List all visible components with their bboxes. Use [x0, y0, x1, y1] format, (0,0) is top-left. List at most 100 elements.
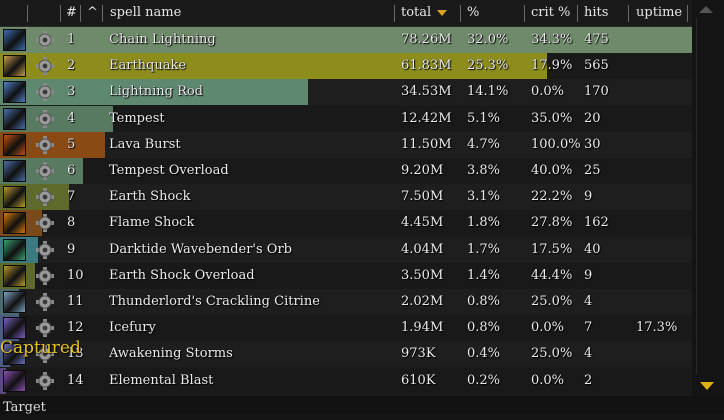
header-total[interactable]: total	[401, 0, 448, 26]
footer-target-label: Target	[0, 396, 724, 415]
column-separator	[80, 5, 81, 22]
spell-row[interactable]: 3 Lightning Rod 34.53M 14.1% 0.0% 170	[0, 79, 692, 106]
spell-crit: 100.0%	[531, 136, 581, 152]
gear-icon[interactable]	[35, 188, 55, 207]
spell-total: 1.94M	[401, 320, 444, 336]
spell-total: 610K	[401, 372, 436, 388]
spell-rank: 1	[67, 32, 76, 47]
lightning-rod-icon	[3, 81, 26, 104]
spell-rank: 3	[67, 84, 76, 100]
spell-rank: 14	[67, 372, 84, 388]
scroll-down-icon[interactable]	[700, 382, 714, 390]
header-caret[interactable]: ^	[87, 5, 98, 20]
gear-icon[interactable]	[35, 240, 55, 259]
spell-total: 12.42M	[401, 110, 452, 126]
spell-percent: 1.7%	[467, 241, 501, 257]
spell-row[interactable]: 8 Flame Shock 4.45M 1.8% 27.8% 162	[0, 210, 692, 237]
gear-icon[interactable]	[35, 319, 55, 338]
column-separator	[394, 5, 395, 22]
header-uptime[interactable]: uptime	[636, 5, 683, 20]
gear-icon[interactable]	[35, 266, 55, 285]
spell-total: 2.02M	[401, 294, 444, 309]
sort-descending-icon	[437, 9, 448, 16]
scroll-track[interactable]	[696, 18, 719, 374]
spell-row[interactable]: 7 Earth Shock 7.50M 3.1% 22.2% 9	[0, 184, 692, 211]
elemental-blast-icon	[3, 369, 26, 392]
column-separator	[27, 5, 28, 22]
gear-icon[interactable]	[35, 293, 55, 311]
spell-name: Darktide Wavebender's Orb	[109, 241, 293, 257]
spell-percent: 3.1%	[467, 189, 501, 205]
spell-rank: 12	[67, 320, 84, 336]
column-separator	[460, 5, 461, 22]
table-header: # ^ spell name total % crit % hits uptim…	[0, 0, 692, 27]
spell-row[interactable]: 2 Earthquake 61.83M 25.3% 17.9% 565	[0, 53, 692, 80]
spell-row[interactable]: 4 Tempest 12.42M 5.1% 35.0% 20	[0, 105, 692, 132]
gear-icon[interactable]	[35, 345, 55, 364]
awakening-storms-icon	[3, 343, 26, 366]
column-separator	[524, 5, 525, 22]
gear-icon[interactable]	[35, 135, 55, 154]
spell-name: Elemental Blast	[109, 372, 214, 388]
column-separator	[60, 5, 61, 22]
tempest-overload-icon	[3, 160, 26, 182]
spell-crit: 17.5%	[531, 241, 573, 257]
gear-icon[interactable]	[35, 214, 55, 233]
spell-row[interactable]: 6 Tempest Overload 9.20M 3.8% 40.0% 25	[0, 158, 692, 184]
spell-hits: 30	[584, 136, 601, 152]
spell-hits: 40	[584, 241, 601, 257]
spell-percent: 0.4%	[467, 346, 501, 362]
spell-hits: 4	[584, 346, 593, 362]
scrollbar[interactable]	[692, 0, 724, 396]
gear-icon[interactable]	[35, 109, 55, 128]
spell-crit: 22.2%	[531, 189, 573, 205]
gear-icon[interactable]	[35, 371, 55, 390]
spell-rank: 10	[67, 267, 84, 283]
header-percent[interactable]: %	[467, 5, 480, 20]
spell-row[interactable]: 13 Awakening Storms 973K 0.4% 25.0% 4	[0, 341, 692, 368]
spell-percent: 3.8%	[467, 163, 501, 178]
spell-row[interactable]: 10 Earth Shock Overload 3.50M 1.4% 44.4% 9	[0, 262, 692, 289]
gear-icon[interactable]	[35, 162, 55, 180]
header-rank[interactable]: #	[66, 5, 77, 20]
gear-icon[interactable]	[35, 57, 55, 76]
spell-row[interactable]: 1 Chain Lightning 78.26M 32.0% 34.3% 475	[0, 27, 692, 53]
spell-rank: 2	[67, 58, 76, 74]
spell-name: Earthquake	[109, 58, 187, 74]
scroll-up-icon[interactable]	[699, 6, 713, 13]
earthquake-icon	[3, 55, 26, 78]
spell-crit: 0.0%	[531, 320, 565, 336]
spell-total: 78.26M	[401, 32, 452, 47]
spell-breakdown-panel: # ^ spell name total % crit % hits uptim…	[0, 0, 692, 394]
spell-row[interactable]: 12 Icefury 1.94M 0.8% 0.0% 7 17.3%	[0, 315, 692, 342]
spell-crit: 25.0%	[531, 294, 573, 309]
gear-icon[interactable]	[35, 31, 55, 49]
gear-icon[interactable]	[35, 83, 55, 102]
spell-crit: 35.0%	[531, 110, 573, 126]
spell-rank: 4	[67, 110, 76, 126]
spell-name: Icefury	[109, 320, 156, 336]
header-spell-name[interactable]: spell name	[110, 5, 182, 20]
spell-name: Lightning Rod	[109, 84, 204, 100]
spell-crit: 40.0%	[531, 163, 573, 178]
spell-percent: 0.8%	[467, 320, 501, 336]
spell-total: 9.20M	[401, 163, 444, 178]
spell-uptime: 17.3%	[636, 320, 678, 336]
spell-rank: 11	[67, 294, 84, 309]
spell-hits: 4	[584, 294, 593, 309]
spell-row[interactable]: 14 Elemental Blast 610K 0.2% 0.0% 2	[0, 367, 692, 394]
captured-overlay-text: Captured	[0, 338, 81, 358]
spell-name: Chain Lightning	[109, 32, 216, 47]
spell-total: 11.50M	[401, 136, 452, 152]
spell-percent: 5.1%	[467, 110, 501, 126]
spell-percent: 14.1%	[467, 84, 509, 100]
spell-rank: 5	[67, 136, 76, 152]
header-crit[interactable]: crit %	[531, 5, 571, 20]
header-hits[interactable]: hits	[584, 5, 609, 20]
spell-hits: 170	[584, 84, 609, 100]
spell-row[interactable]: 9 Darktide Wavebender's Orb 4.04M 1.7% 17.5%…	[0, 236, 692, 263]
spell-row[interactable]: 5 Lava Burst 11.50M 4.7% 100.0% 30	[0, 131, 692, 158]
spell-row[interactable]: 11 Thunderlord's Crackling Citrine 2.02M 0.…	[0, 289, 692, 315]
spell-crit: 0.0%	[531, 84, 565, 100]
spell-percent: 1.8%	[467, 215, 501, 231]
